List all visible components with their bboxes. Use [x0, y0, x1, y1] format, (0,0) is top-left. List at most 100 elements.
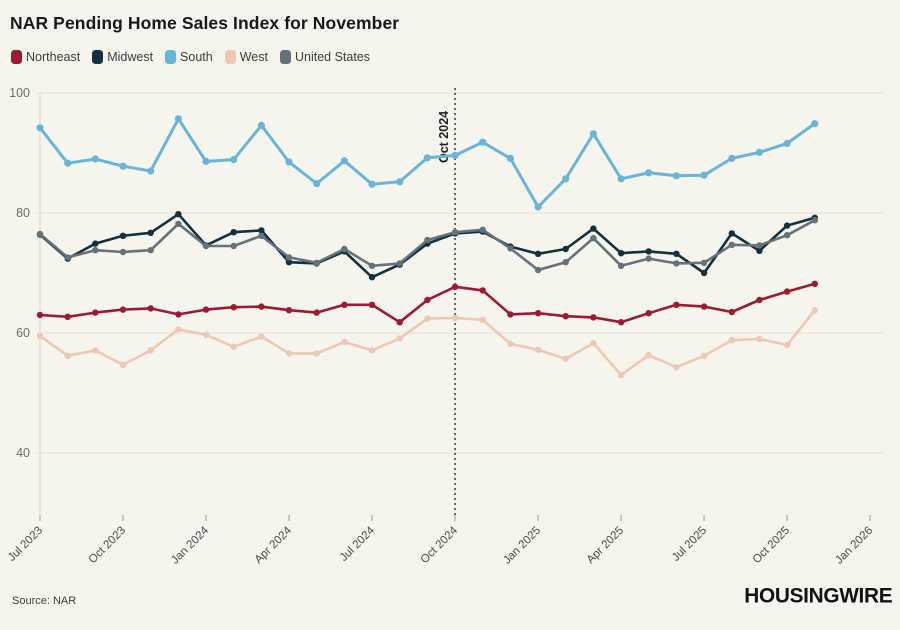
legend-item-south: South	[165, 50, 213, 64]
data-point	[313, 259, 320, 266]
legend-item-northeast: Northeast	[11, 50, 80, 64]
x-tick-label: Apr 2025	[585, 525, 626, 566]
data-point	[562, 245, 569, 253]
data-point	[783, 341, 791, 349]
data-point	[562, 355, 569, 362]
x-axis-labels: Jul 2023 Oct 2023 Jan 2024 Apr 2024 Jul 2024…	[6, 524, 875, 566]
data-point	[673, 364, 680, 371]
data-point	[756, 242, 763, 249]
legend-swatch-icon	[92, 50, 104, 64]
y-tick-label: 80	[16, 206, 30, 220]
data-point	[783, 232, 791, 239]
data-point	[562, 259, 569, 266]
data-point	[119, 306, 127, 313]
legend-label: Northeast	[26, 50, 81, 64]
data-point	[285, 254, 293, 261]
data-point	[368, 180, 376, 188]
data-point	[341, 301, 348, 308]
data-point	[368, 262, 376, 269]
data-point	[673, 301, 680, 308]
legend-item-west: West	[224, 50, 268, 64]
data-point	[479, 138, 487, 146]
data-point	[119, 248, 127, 256]
data-point	[424, 315, 431, 322]
data-point	[673, 250, 680, 257]
data-point	[396, 319, 403, 326]
data-point	[645, 310, 652, 317]
data-point	[507, 340, 514, 347]
x-tick-label: Jul 2024	[338, 524, 378, 564]
data-point	[258, 303, 265, 310]
data-point	[589, 130, 598, 138]
series-united-states	[36, 217, 818, 274]
data-point	[811, 217, 818, 224]
data-point	[645, 255, 652, 262]
data-point	[811, 307, 818, 314]
data-point	[36, 332, 44, 340]
legend-swatch-icon	[11, 50, 22, 64]
data-point	[175, 220, 182, 227]
data-point	[590, 225, 597, 232]
data-point	[230, 229, 237, 236]
legend-label: United States	[294, 50, 371, 64]
data-point	[313, 350, 320, 357]
data-point	[92, 309, 99, 316]
data-point	[175, 311, 182, 318]
series-line	[38, 117, 817, 209]
data-point	[728, 241, 735, 248]
annotation-label: Oct 2024	[437, 111, 451, 163]
data-point	[728, 337, 735, 344]
x-tick-label: Oct 2025	[751, 525, 792, 566]
data-point	[368, 301, 376, 308]
data-point	[258, 227, 265, 234]
data-point	[534, 250, 542, 257]
data-point	[202, 306, 210, 313]
data-point	[119, 162, 127, 170]
data-point	[285, 307, 293, 314]
y-tick-label: 100	[9, 86, 30, 100]
data-point	[147, 305, 154, 312]
data-point	[700, 303, 708, 310]
data-point	[147, 167, 155, 175]
data-point	[700, 259, 708, 266]
x-tick-label: Jul 2025	[670, 525, 709, 564]
data-point	[36, 124, 44, 132]
data-point	[64, 254, 71, 261]
y-tick-label: 40	[16, 446, 30, 460]
data-point	[617, 319, 625, 326]
data-point	[534, 203, 542, 211]
data-point	[285, 158, 293, 166]
data-point	[424, 236, 431, 244]
data-point	[147, 229, 154, 236]
data-point	[700, 269, 708, 277]
data-point	[313, 180, 321, 188]
data-point	[396, 178, 404, 186]
data-point	[590, 314, 597, 321]
data-point	[451, 283, 459, 290]
data-point	[64, 313, 71, 320]
data-point	[64, 159, 72, 167]
data-point	[534, 346, 542, 353]
data-point	[479, 226, 486, 233]
x-axis-ticks	[39, 515, 871, 521]
data-point	[562, 175, 570, 183]
data-point	[119, 232, 127, 239]
chart-title: NAR Pending Home Sales Index for Novembe…	[10, 13, 400, 33]
data-point	[285, 259, 293, 266]
data-point	[257, 121, 265, 129]
series-south	[36, 115, 819, 211]
data-point	[368, 347, 376, 354]
data-point	[811, 280, 818, 287]
data-point	[368, 274, 376, 281]
data-point	[341, 338, 348, 346]
legend: Northeast Midwest South West United States	[11, 50, 370, 64]
data-point	[534, 310, 542, 317]
data-point	[340, 157, 348, 165]
legend-label: Midwest	[107, 50, 154, 64]
data-point	[285, 350, 293, 357]
data-point	[451, 151, 459, 159]
legend-swatch-icon	[279, 50, 291, 64]
legend-swatch-icon	[224, 50, 236, 64]
